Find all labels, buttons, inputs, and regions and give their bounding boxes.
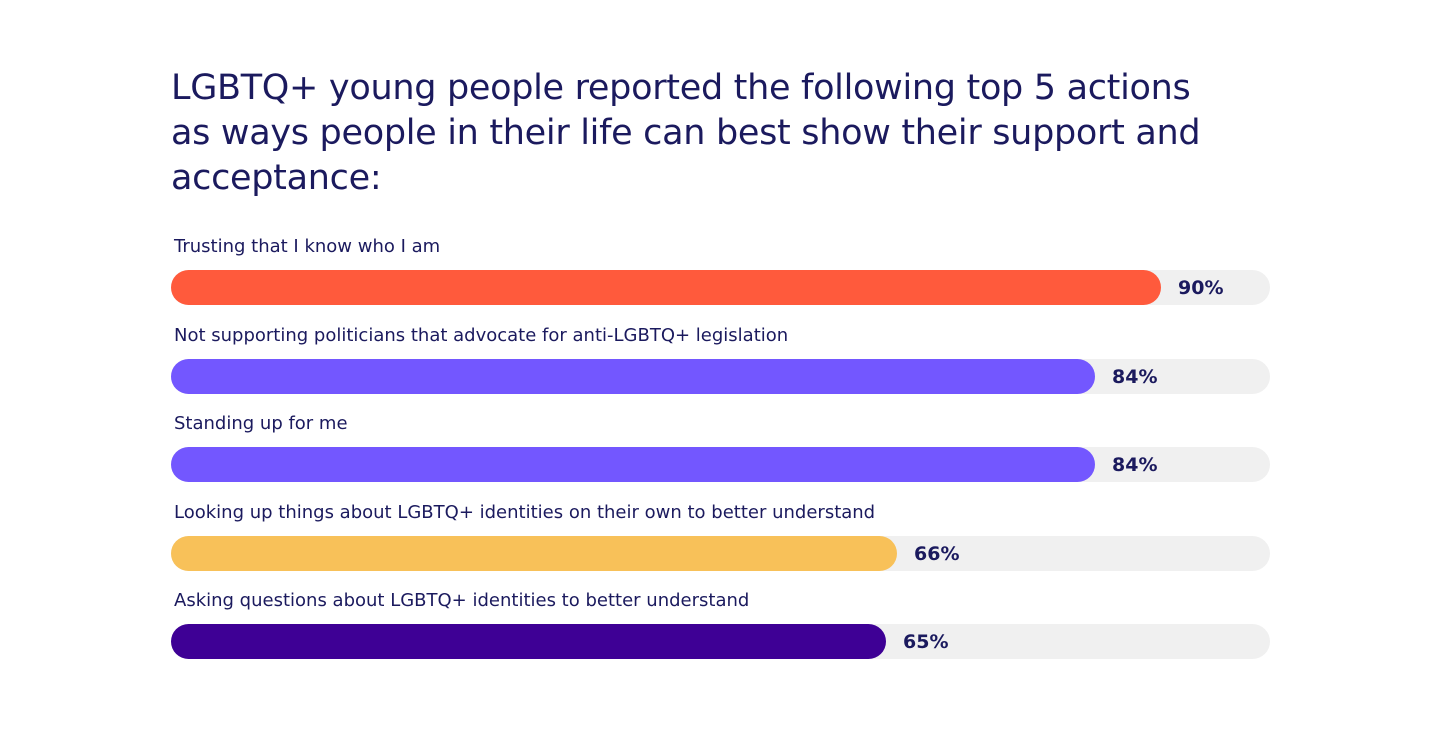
bar-row: Not supporting politicians that advocate… [171,325,1271,414]
value-label: 65% [903,631,949,653]
bar-label: Trusting that I know who I am [174,236,441,257]
bar [171,358,1095,394]
bar-row: Asking questions about LGBTQ+ identities… [171,590,1271,679]
bar [171,447,1095,482]
value-label: 84% [1112,454,1158,476]
bar-label: Looking up things about LGBTQ+ identitie… [174,501,876,523]
value-label: 66% [914,542,960,565]
value-label: 90% [1178,277,1224,299]
bar-track: 84% [171,358,1270,394]
bar-track: 90% [171,270,1270,305]
bar [171,270,1161,305]
bar-row: Standing up for me 84% [171,413,1271,502]
bar-label: Not supporting politicians that advocate… [174,324,789,346]
bar-track: 65% [171,624,1270,659]
chart-title: LGBTQ+ young people reported the followi… [171,68,1201,198]
bar [171,535,897,571]
value-label: 84% [1112,365,1158,388]
bar [171,624,886,659]
bar-row: Trusting that I know who I am 90% [171,236,1271,325]
bar-rows: Trusting that I know who I am 90% Not su… [171,236,1271,679]
bar-label: Standing up for me [174,413,348,434]
chart-container: LGBTQ+ young people reported the followi… [171,66,1271,659]
bar-row: Looking up things about LGBTQ+ identitie… [171,502,1271,591]
bar-label: Asking questions about LGBTQ+ identities… [174,590,750,611]
bar-track: 66% [171,535,1270,571]
bar-track: 84% [171,447,1270,482]
